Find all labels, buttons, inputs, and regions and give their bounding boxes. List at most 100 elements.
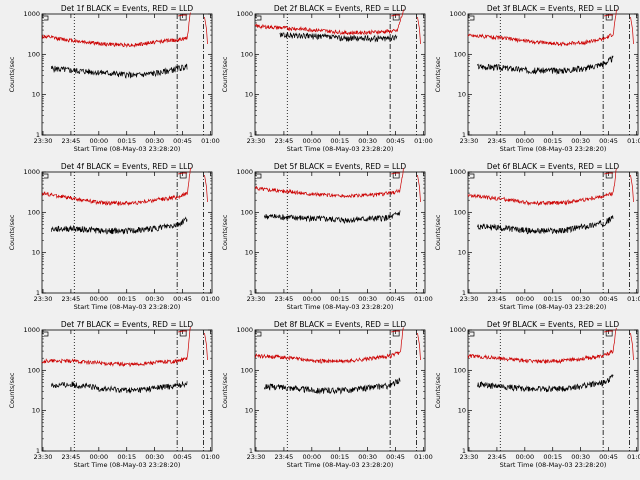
corner-marker	[470, 173, 475, 179]
x-tick-label: 00:45	[599, 295, 618, 303]
x-tick-label: 00:45	[386, 137, 405, 145]
y-tick-label: 1	[249, 131, 253, 139]
x-tick-label: 00:45	[173, 295, 192, 303]
x-tick-label: 23:30	[247, 137, 266, 145]
x-tick-label: 00:00	[515, 453, 534, 461]
y-tick-label: 10	[245, 91, 253, 99]
series-events	[476, 214, 614, 235]
x-tick-label: 00:00	[89, 453, 108, 461]
y-tick-label: 10	[32, 249, 40, 257]
x-tick-label: 00:45	[599, 137, 618, 145]
y-axis-label: Counts/sec	[221, 372, 229, 408]
y-tick-label: 1000	[449, 10, 466, 18]
x-tick-label: 23:30	[34, 295, 53, 303]
y-tick-label: 1	[36, 131, 40, 139]
x-tick-label: 00:30	[145, 453, 164, 461]
x-tick-label: 00:45	[386, 295, 405, 303]
y-tick-label: 1000	[236, 168, 253, 176]
y-axis-label: Counts/sec	[221, 56, 229, 92]
y-tick-label: 1	[462, 447, 466, 455]
x-axis-label: Start Time (08-May-03 23:28:20)	[74, 303, 181, 311]
lld-tail	[630, 16, 634, 45]
series-lld	[467, 327, 617, 365]
lld-spike	[604, 330, 614, 333]
y-axis-label: Counts/sec	[434, 372, 442, 408]
x-tick-label: 00:30	[571, 453, 590, 461]
chart-title: Det 2f BLACK = Events, RED = LLD	[274, 4, 407, 13]
x-tick-label: 00:45	[173, 453, 192, 461]
lld-tail	[630, 332, 634, 361]
x-tick-label: 01:00	[201, 295, 220, 303]
x-tick-label: 23:30	[247, 295, 266, 303]
lld-tail	[204, 16, 208, 45]
x-axis-label: Start Time (08-May-03 23:28:20)	[500, 461, 607, 469]
series-lld	[41, 327, 191, 368]
y-axis-label: Counts/sec	[8, 214, 16, 250]
series-lld	[41, 12, 191, 49]
lld-spike	[391, 14, 401, 17]
y-tick-label: 1	[462, 131, 466, 139]
corner-marker	[44, 15, 49, 21]
corner-marker	[257, 15, 262, 21]
x-tick-label: 00:15	[330, 453, 349, 461]
corner-marker	[257, 173, 262, 179]
x-axis-label: Start Time (08-May-03 23:28:20)	[287, 303, 394, 311]
y-axis-label: Counts/sec	[8, 372, 16, 408]
chart-title: Det 3f BLACK = Events, RED = LLD	[487, 4, 620, 13]
y-tick-label: 1000	[23, 10, 40, 18]
x-tick-label: 01:00	[627, 295, 640, 303]
x-tick-label: 00:15	[117, 137, 136, 145]
y-tick-label: 100	[28, 208, 40, 216]
chart-title: Det 7f BLACK = Events, RED = LLD	[61, 320, 194, 329]
x-tick-label: 00:00	[302, 453, 321, 461]
y-axis-label: Counts/sec	[221, 214, 229, 250]
x-tick-label: 00:00	[89, 137, 108, 145]
y-tick-label: 1	[36, 447, 40, 455]
chart-title: Det 8f BLACK = Events, RED = LLD	[274, 320, 407, 329]
x-tick-label: 01:00	[414, 137, 433, 145]
x-tick-label: 23:45	[62, 137, 81, 145]
x-tick-label: 01:00	[414, 295, 433, 303]
x-axis-label: Start Time (08-May-03 23:28:20)	[287, 461, 394, 469]
chart-panel-8: Det 8f BLACK = Events, RED = LLD 1 10 100 10…	[221, 320, 433, 469]
y-tick-label: 10	[32, 407, 40, 415]
x-tick-label: 00:15	[330, 295, 349, 303]
plot-frame	[467, 13, 639, 136]
series-events	[476, 374, 614, 393]
x-tick-label: 00:15	[543, 453, 562, 461]
x-axis-label: Start Time (08-May-03 23:28:20)	[74, 145, 181, 153]
x-tick-label: 01:00	[414, 453, 433, 461]
x-tick-label: 23:30	[34, 453, 53, 461]
x-tick-label: 00:15	[330, 137, 349, 145]
x-tick-label: 23:45	[275, 137, 294, 145]
series-lld	[467, 9, 617, 47]
chart-panel-7: Det 7f BLACK = Events, RED = LLD 1 10 100 10…	[8, 320, 220, 469]
x-tick-label: 00:15	[117, 295, 136, 303]
y-tick-label: 10	[245, 249, 253, 257]
x-tick-label: 00:45	[173, 137, 192, 145]
x-tick-label: 00:15	[543, 295, 562, 303]
plot-frame	[254, 171, 426, 294]
chart-panel-2: Det 2f BLACK = Events, RED = LLD 1 10 100 10…	[221, 4, 433, 153]
y-tick-label: 10	[458, 91, 466, 99]
chart-title: Det 5f BLACK = Events, RED = LLD	[274, 162, 407, 171]
series-events	[263, 377, 401, 395]
y-tick-label: 10	[458, 249, 466, 257]
lld-spike	[391, 330, 401, 333]
x-tick-label: 00:15	[117, 453, 136, 461]
y-tick-label: 1000	[23, 326, 40, 334]
x-tick-label: 23:45	[275, 453, 294, 461]
x-tick-label: 01:00	[201, 453, 220, 461]
series-events	[50, 381, 188, 394]
corner-marker	[44, 331, 49, 337]
lld-spike	[178, 330, 188, 333]
y-tick-label: 100	[454, 50, 466, 58]
chart-title: Det 1f BLACK = Events, RED = LLD	[61, 4, 194, 13]
x-tick-label: 00:00	[89, 295, 108, 303]
x-tick-label: 23:45	[62, 295, 81, 303]
chart-title: Det 9f BLACK = Events, RED = LLD	[487, 320, 620, 329]
chart-title: Det 4f BLACK = Events, RED = LLD	[61, 162, 194, 171]
lld-tail	[417, 16, 421, 45]
x-tick-label: 23:30	[460, 137, 479, 145]
